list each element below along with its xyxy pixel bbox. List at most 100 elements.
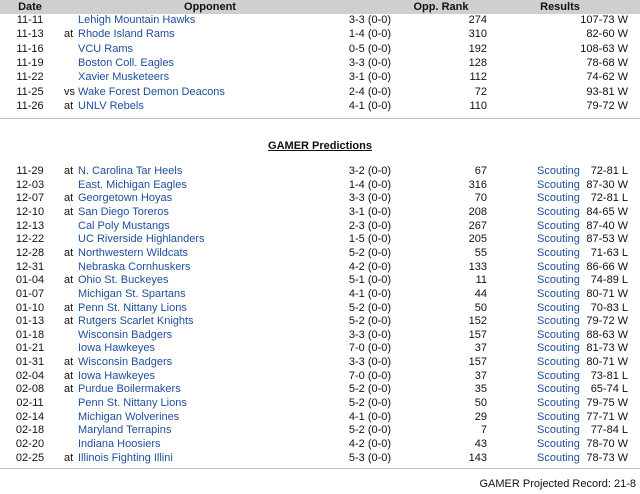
opponent-link[interactable]: San Diego Toreros <box>78 205 169 218</box>
opponent-link[interactable]: Wisconsin Badgers <box>78 356 173 369</box>
scouting-link[interactable]: Scouting <box>537 369 580 382</box>
game-result: 107-73 W <box>580 14 628 26</box>
scouting-link[interactable]: Scouting <box>537 410 580 423</box>
opponent-record: 5-2 (0-0) <box>348 397 392 410</box>
opponent-link[interactable]: Indiana Hoosiers <box>78 438 161 450</box>
opponent-link[interactable]: Xavier Musketeers <box>78 71 170 84</box>
opponent-rank: 7 <box>480 424 487 437</box>
scouting-link[interactable]: Scouting <box>537 192 580 205</box>
game-result: 86-66 W <box>586 260 628 273</box>
opponent-link[interactable]: Illinois Fighting Illini <box>78 451 173 464</box>
opponent-link[interactable]: East. Michigan Eagles <box>78 178 187 191</box>
opponent-rank: 50 <box>474 397 487 410</box>
opponent-link[interactable]: Rutgers Scarlet Knights <box>78 315 194 328</box>
scouting-link[interactable]: Scouting <box>537 342 580 355</box>
opponent-rank: 50 <box>474 301 487 314</box>
opponent-record: 2-4 (0-0) <box>348 85 392 98</box>
opponent-rank: 152 <box>468 315 487 328</box>
scouting-link[interactable]: Scouting <box>537 451 580 464</box>
opponent-link[interactable]: Nebraska Cornhuskers <box>78 260 191 273</box>
opponent-record: 3-3 (0-0) <box>348 192 392 205</box>
game-site: at <box>64 274 74 287</box>
scouting-link[interactable]: Scouting <box>537 438 580 450</box>
game-site: vs <box>64 85 75 98</box>
game-date: 11-25 <box>16 85 44 98</box>
scouting-link[interactable]: Scouting <box>537 233 580 246</box>
scouting-link[interactable]: Scouting <box>537 315 580 328</box>
game-date: 02-14 <box>15 410 45 423</box>
opponent-rank: 35 <box>474 383 487 396</box>
opponent-rank: 67 <box>474 165 487 177</box>
scouting-link[interactable]: Scouting <box>537 301 580 314</box>
scouting-link[interactable]: Scouting <box>537 178 580 191</box>
opponent-link[interactable]: Purdue Boilermakers <box>78 383 181 396</box>
scouting-link[interactable]: Scouting <box>537 165 580 177</box>
opponent-rank: 157 <box>468 356 487 369</box>
game-result: 87-53 W <box>586 233 628 246</box>
scouting-link[interactable]: Scouting <box>537 205 580 218</box>
game-result: 79-72 W <box>586 99 628 112</box>
game-date: 01-21 <box>15 342 45 355</box>
opponent-link[interactable]: Northwestern Wildcats <box>78 246 189 259</box>
game-result: 87-30 W <box>586 178 628 191</box>
opponent-link[interactable]: Cal Poly Mustangs <box>78 219 170 232</box>
game-result: 77-71 W <box>586 410 628 423</box>
game-result: 93-81 W <box>586 85 628 98</box>
scouting-link[interactable]: Scouting <box>537 219 580 232</box>
game-date: 12-10 <box>15 205 45 218</box>
opponent-record: 5-3 (0-0) <box>348 451 392 464</box>
opponent-rank: 44 <box>474 287 487 300</box>
scouting-link[interactable]: Scouting <box>537 424 580 437</box>
game-result: 65-74 L <box>590 383 628 396</box>
game-result: 72-81 L <box>590 192 628 205</box>
opponent-link[interactable]: Georgetown Hoyas <box>78 192 173 205</box>
opponent-link[interactable]: UC Riverside Highlanders <box>78 233 205 246</box>
opponent-link[interactable]: Rhode Island Rams <box>78 28 175 41</box>
game-result: 84-65 W <box>586 205 628 218</box>
opponent-link[interactable]: Michigan St. Spartans <box>78 287 186 300</box>
game-site: at <box>64 192 74 205</box>
game-date: 11-19 <box>16 56 44 69</box>
game-result: 74-62 W <box>586 71 628 84</box>
opponent-record: 3-1 (0-0) <box>348 205 392 218</box>
opponent-link[interactable]: Boston Coll. Eagles <box>78 56 174 69</box>
game-site: at <box>64 356 74 369</box>
game-date: 01-07 <box>15 287 45 300</box>
game-date: 12-13 <box>15 219 45 232</box>
opponent-link[interactable]: Iowa Hawkeyes <box>78 369 156 382</box>
game-date: 11-29 <box>16 165 44 177</box>
scouting-link[interactable]: Scouting <box>537 287 580 300</box>
game-result: 78-70 W <box>586 438 628 450</box>
header-row <box>0 0 640 14</box>
opponent-link[interactable]: Penn St. Nittany Lions <box>78 301 187 314</box>
opponent-link[interactable]: N. Carolina Tar Heels <box>78 165 183 177</box>
scouting-link[interactable]: Scouting <box>537 383 580 396</box>
game-site: at <box>64 369 74 382</box>
opponent-link[interactable]: Maryland Terrapins <box>78 424 172 437</box>
section-title: GAMER Predictions <box>268 140 372 152</box>
opponent-link[interactable]: Wake Forest Demon Deacons <box>78 85 225 98</box>
opponent-record: 3-3 (0-0) <box>348 356 392 369</box>
scouting-link[interactable]: Scouting <box>537 260 580 273</box>
scouting-link[interactable]: Scouting <box>537 328 580 341</box>
game-result: 78-68 W <box>586 56 628 69</box>
game-date: 12-22 <box>15 233 45 246</box>
scouting-link[interactable]: Scouting <box>537 397 580 410</box>
opponent-link[interactable]: Wisconsin Badgers <box>78 328 173 341</box>
opponent-record: 4-2 (0-0) <box>348 438 392 450</box>
opponent-link[interactable]: Michigan Wolverines <box>78 410 180 423</box>
opponent-link[interactable]: UNLV Rebels <box>78 99 144 112</box>
opponent-link[interactable]: Iowa Hawkeyes <box>78 342 156 355</box>
scouting-link[interactable]: Scouting <box>537 274 580 287</box>
scouting-link[interactable]: Scouting <box>537 246 580 259</box>
game-site: at <box>64 315 74 328</box>
opponent-rank: 316 <box>468 178 487 191</box>
game-site: at <box>64 99 74 112</box>
divider <box>0 468 640 469</box>
opponent-link[interactable]: Ohio St. Buckeyes <box>78 274 169 287</box>
opponent-link[interactable]: VCU Rams <box>78 42 134 55</box>
opponent-link[interactable]: Lehigh Mountain Hawks <box>78 14 196 26</box>
opponent-link[interactable]: Penn St. Nittany Lions <box>78 397 187 410</box>
scouting-link[interactable]: Scouting <box>537 356 580 369</box>
